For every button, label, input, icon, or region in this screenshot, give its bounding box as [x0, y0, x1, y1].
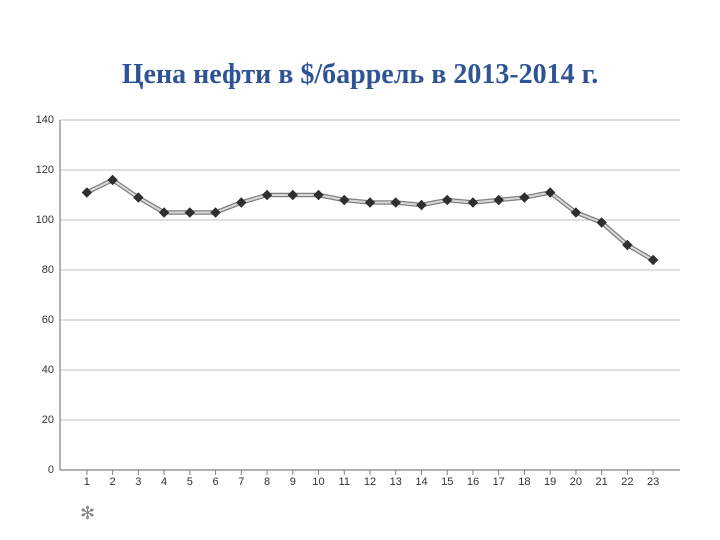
x-tick-label: 15: [441, 476, 453, 488]
decorative-bullet: ✻: [80, 503, 95, 524]
x-tick-label: 2: [110, 476, 116, 488]
x-tick-label: 17: [493, 476, 505, 488]
x-tick-label: 12: [364, 476, 376, 488]
x-tick-label: 21: [596, 476, 608, 488]
y-tick-label: 20: [42, 414, 54, 426]
x-tick-label: 23: [647, 476, 659, 488]
x-tick-label: 5: [187, 476, 193, 488]
y-tick-label: 40: [42, 364, 54, 376]
x-tick-label: 18: [518, 476, 530, 488]
x-tick-label: 4: [161, 476, 167, 488]
x-tick-label: 19: [544, 476, 556, 488]
x-tick-label: 11: [339, 476, 350, 488]
y-tick-label: 140: [36, 114, 54, 126]
slide: { "title": { "text": "Цена нефти в $/бар…: [0, 0, 720, 540]
x-tick-label: 13: [390, 476, 402, 488]
x-tick-label: 1: [84, 476, 90, 488]
chart-title: Цена нефти в $/баррель в 2013-2014 г.: [0, 59, 720, 91]
x-tick-label: 20: [570, 476, 582, 488]
x-tick-label: 22: [621, 476, 633, 488]
x-tick-label: 10: [312, 476, 324, 488]
chart-svg: [60, 120, 680, 476]
x-tick-label: 3: [135, 476, 141, 488]
x-tick-label: 9: [290, 476, 296, 488]
y-tick-label: 80: [42, 264, 54, 276]
y-tick-label: 60: [42, 314, 54, 326]
x-tick-label: 8: [264, 476, 270, 488]
x-tick-label: 6: [213, 476, 219, 488]
y-tick-label: 120: [36, 164, 54, 176]
x-tick-label: 7: [238, 476, 244, 488]
y-tick-label: 100: [36, 214, 54, 226]
oil-price-chart: 0204060801001201401234567891011121314151…: [60, 120, 680, 470]
y-tick-label: 0: [48, 464, 54, 476]
x-tick-label: 16: [467, 476, 479, 488]
x-tick-label: 14: [415, 476, 427, 488]
